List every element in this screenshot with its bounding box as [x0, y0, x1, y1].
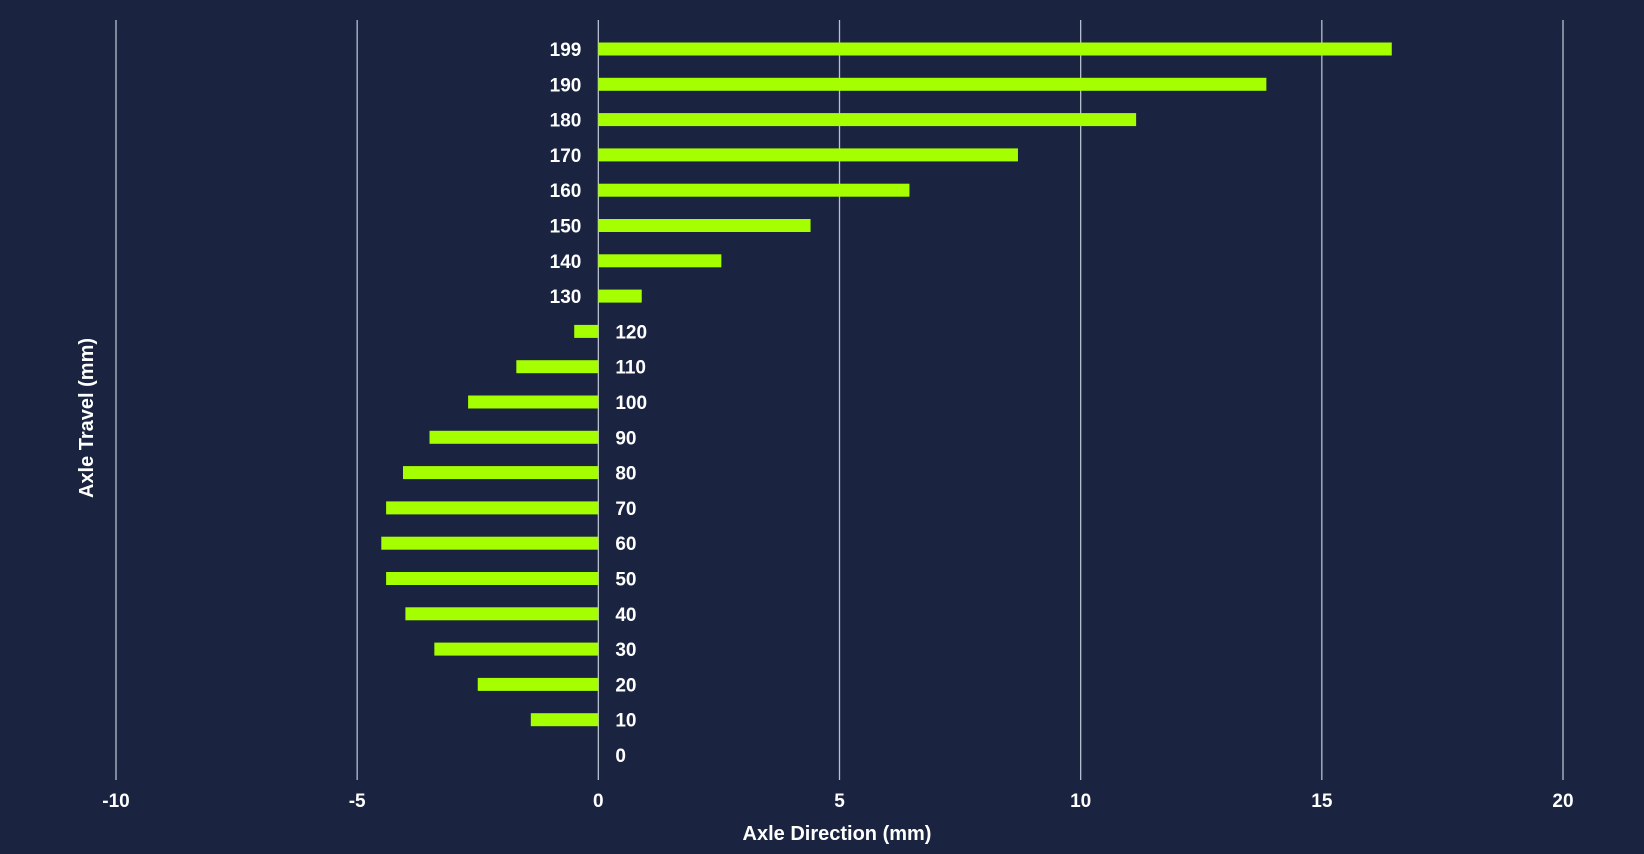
category-label-10: 10 — [615, 711, 636, 732]
bar-170 — [598, 148, 1018, 162]
x-tick-labels: -10 -5 0 5 10 15 20 — [102, 791, 1573, 812]
category-label-20: 20 — [615, 675, 636, 696]
bar-40 — [405, 607, 599, 621]
category-label-60: 60 — [615, 534, 636, 555]
x-tick-label: 20 — [1552, 791, 1573, 812]
category-label-0: 0 — [615, 746, 626, 767]
bar-80 — [402, 466, 599, 480]
x-axis-title: Axle Direction (mm) — [743, 823, 932, 845]
category-label-80: 80 — [615, 464, 636, 485]
bar-160 — [598, 183, 910, 197]
category-label-40: 40 — [615, 605, 636, 626]
y-axis-title: Axle Travel (mm) — [76, 338, 98, 498]
bar-199 — [598, 42, 1392, 56]
category-label-110: 110 — [615, 358, 646, 379]
category-labels: 0 10 20 30 40 50 60 70 80 90 100 110 120 130 140 150 160… — [550, 40, 647, 767]
bar-30 — [434, 642, 599, 656]
category-label-190: 190 — [550, 75, 582, 96]
x-tick-label: 10 — [1070, 791, 1091, 812]
bar-110 — [516, 360, 599, 374]
bar-180 — [598, 113, 1137, 127]
bar-10 — [530, 713, 599, 727]
bar-90 — [429, 430, 599, 444]
bar-120 — [574, 324, 599, 338]
category-label-180: 180 — [550, 111, 582, 132]
category-label-90: 90 — [615, 428, 636, 449]
bar-130 — [598, 289, 642, 303]
category-label-50: 50 — [615, 570, 636, 591]
bar-100 — [468, 395, 599, 409]
category-label-30: 30 — [615, 640, 636, 661]
category-label-140: 140 — [550, 252, 582, 273]
category-label-70: 70 — [615, 499, 636, 520]
bar-70 — [386, 501, 599, 515]
category-label-199: 199 — [550, 40, 582, 61]
category-label-130: 130 — [550, 287, 582, 308]
x-tick-label: 0 — [593, 791, 604, 812]
bar-20 — [477, 677, 599, 691]
bar-190 — [598, 77, 1267, 91]
bars — [381, 42, 1392, 727]
x-tick-label: -10 — [102, 791, 129, 812]
category-label-120: 120 — [615, 322, 647, 343]
bar-140 — [598, 254, 722, 268]
x-tick-label: 15 — [1311, 791, 1333, 812]
grid-lines — [115, 20, 1564, 780]
x-tick-label: -5 — [349, 791, 366, 812]
bar-60 — [381, 536, 599, 550]
category-label-160: 160 — [550, 181, 582, 202]
category-label-170: 170 — [550, 146, 582, 167]
category-label-100: 100 — [615, 393, 647, 414]
x-tick-label: 5 — [834, 791, 845, 812]
bar-50 — [386, 572, 599, 585]
category-label-150: 150 — [550, 217, 582, 238]
bar-150 — [598, 219, 811, 232]
